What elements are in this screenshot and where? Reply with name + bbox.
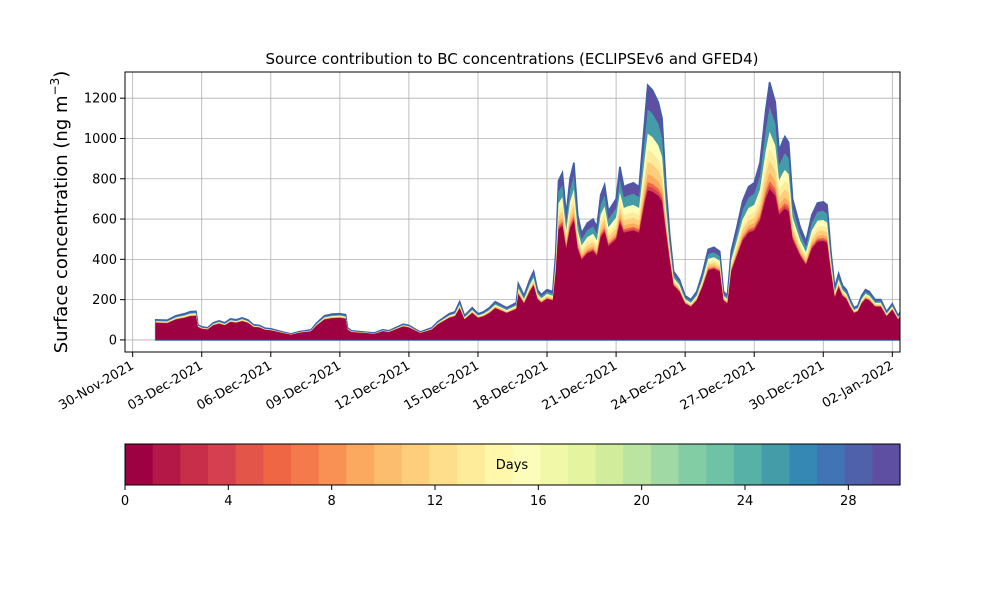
colorbar-bin <box>540 444 569 485</box>
x-tick-label: 02-Jan-2022 <box>820 358 897 411</box>
colorbar-tick-label: 0 <box>121 494 129 509</box>
colorbar-frame <box>124 443 901 486</box>
colorbar <box>125 444 901 485</box>
y-tick-label: 1000 <box>84 132 117 147</box>
x-tick-label: 27-Dec-2021 <box>678 358 758 413</box>
colorbar-bin <box>484 444 514 485</box>
colorbar-bin <box>789 444 818 485</box>
chart-title: Source contribution to BC concentrations… <box>265 50 758 68</box>
y-axis-label: Surface concentration (ng m−3) <box>48 71 72 354</box>
colorbar-tick-label: 16 <box>530 494 547 509</box>
x-axis-ticks: 30-Nov-202103-Dec-202106-Dec-202109-Dec-… <box>56 352 896 414</box>
colorbar-tick-label: 12 <box>427 494 444 509</box>
colorbar-bin <box>208 444 237 485</box>
colorbar-tick-label: 20 <box>633 494 650 509</box>
colorbar-tick-label: 4 <box>224 494 232 509</box>
colorbar-bin <box>595 444 624 485</box>
plot-frame <box>124 71 901 353</box>
y-tick-label: 0 <box>109 333 117 348</box>
y-tick-label: 1200 <box>84 92 117 107</box>
y-tick-label: 600 <box>92 213 117 228</box>
x-tick-label: 30-Dec-2021 <box>747 358 827 413</box>
colorbar-tick-label: 28 <box>840 494 857 509</box>
colorbar-bin <box>706 444 735 485</box>
area-layers <box>154 81 900 341</box>
colorbar-bin <box>650 444 680 485</box>
colorbar-bin <box>263 444 292 485</box>
colorbar-bin <box>374 444 403 485</box>
colorbar-bin <box>180 444 209 485</box>
colorbar-bin <box>733 444 763 485</box>
y-axis-ticks: 0 200 400 600 800 1000 1200 <box>84 92 125 348</box>
colorbar-bin <box>401 444 431 485</box>
colorbar-bin <box>761 444 790 485</box>
x-tick-label: 18-Dec-2021 <box>471 358 551 413</box>
colorbar-bin <box>512 444 541 485</box>
colorbar-bin <box>872 444 901 485</box>
y-tick-label: 400 <box>92 253 117 268</box>
colorbar-bin <box>291 444 320 485</box>
colorbar-bin <box>623 444 652 485</box>
x-tick-label: 21-Dec-2021 <box>540 358 620 413</box>
y-tick-label: 200 <box>92 293 117 308</box>
colorbar-ticks: 0 4 8 12 16 20 24 28 <box>121 485 857 509</box>
colorbar-bin <box>429 444 458 485</box>
x-tick-label: 03-Dec-2021 <box>125 358 205 413</box>
colorbar-bin <box>844 444 873 485</box>
x-tick-label: 15-Dec-2021 <box>402 358 482 413</box>
x-tick-label: 09-Dec-2021 <box>263 358 343 413</box>
colorbar-tick-label: 8 <box>328 494 336 509</box>
colorbar-bin <box>318 444 348 485</box>
colorbar-bin <box>152 444 181 485</box>
x-tick-label: 30-Nov-2021 <box>56 358 136 413</box>
colorbar-bin <box>457 444 486 485</box>
colorbar-bin <box>816 444 846 485</box>
colorbar-bin <box>125 444 154 485</box>
colorbar-bin <box>235 444 264 485</box>
x-tick-label: 12-Dec-2021 <box>333 358 413 413</box>
y-tick-label: 800 <box>92 172 117 187</box>
colorbar-bin <box>346 444 375 485</box>
x-tick-label: 24-Dec-2021 <box>609 358 689 413</box>
colorbar-tick-label: 24 <box>737 494 754 509</box>
colorbar-bin <box>678 444 707 485</box>
colorbar-bin <box>567 444 597 485</box>
area-layer <box>155 189 900 340</box>
colorbar-label: Days <box>496 458 529 473</box>
x-tick-label: 06-Dec-2021 <box>194 358 274 413</box>
